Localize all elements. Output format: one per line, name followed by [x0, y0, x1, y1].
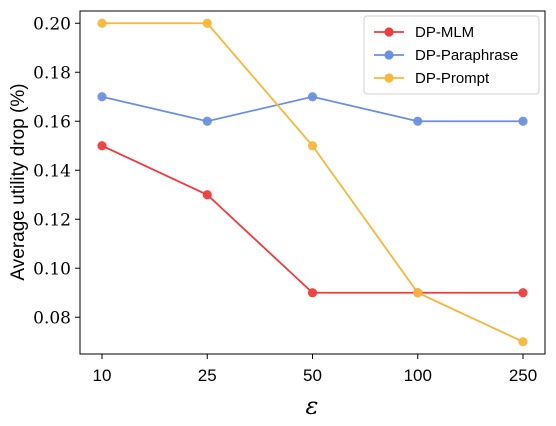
- y-tick-label: 0.20: [33, 14, 71, 34]
- series-points: [97, 18, 528, 347]
- data-point-dp-mlm: [202, 190, 212, 200]
- legend-marker-dp-paraphrase: [384, 50, 394, 60]
- plot-frame: [79, 10, 546, 355]
- legend-label-dp-paraphrase: DP-Paraphrase: [415, 47, 518, 64]
- data-point-dp-prompt: [413, 288, 423, 298]
- legend-label-dp-prompt: DP-Prompt: [415, 70, 490, 87]
- y-tick-label: 0.14: [33, 161, 71, 181]
- data-point-dp-prompt: [518, 337, 528, 347]
- x-axis-ticks: 10 25 50 100 250: [93, 354, 537, 385]
- y-tick-label: 0.18: [33, 63, 71, 83]
- x-tick-label: 250: [509, 366, 537, 385]
- x-axis-label: ε: [306, 392, 319, 420]
- y-tick-label: 0.10: [33, 259, 71, 279]
- data-point-dp-paraphrase: [518, 116, 528, 126]
- x-tick-label: 25: [198, 366, 217, 385]
- legend-entries: DP-MLM DP-Paraphrase DP-Prompt: [374, 24, 518, 87]
- y-tick-label: 0.08: [33, 308, 71, 328]
- y-axis-ticks: 0.08 0.10 0.12 0.14 0.16 0.18 0.20: [33, 14, 80, 328]
- x-tick-label: 50: [303, 366, 322, 385]
- y-axis-label: Average utility drop (%): [8, 83, 29, 280]
- legend: DP-MLM DP-Paraphrase DP-Prompt: [363, 15, 540, 95]
- data-point-dp-prompt: [202, 18, 212, 28]
- y-tick-label: 0.16: [33, 112, 71, 132]
- data-point-dp-mlm: [307, 288, 318, 298]
- y-tick-label: 0.12: [33, 210, 71, 230]
- data-point-dp-paraphrase: [413, 116, 423, 126]
- x-tick-label: 100: [404, 366, 432, 385]
- legend-marker-dp-prompt: [384, 73, 394, 83]
- data-point-dp-mlm: [97, 141, 107, 151]
- data-point-dp-paraphrase: [202, 116, 212, 126]
- x-tick-label: 10: [93, 366, 112, 385]
- data-point-dp-prompt: [97, 18, 107, 28]
- legend-marker-dp-mlm: [384, 27, 394, 37]
- legend-box: [363, 15, 540, 95]
- data-point-dp-paraphrase: [97, 92, 107, 102]
- series-line-dp-mlm: [101, 144, 523, 294]
- data-point-dp-paraphrase: [307, 92, 318, 102]
- data-point-dp-mlm: [518, 288, 528, 298]
- data-point-dp-prompt: [307, 141, 318, 151]
- legend-label-dp-mlm: DP-MLM: [415, 24, 474, 41]
